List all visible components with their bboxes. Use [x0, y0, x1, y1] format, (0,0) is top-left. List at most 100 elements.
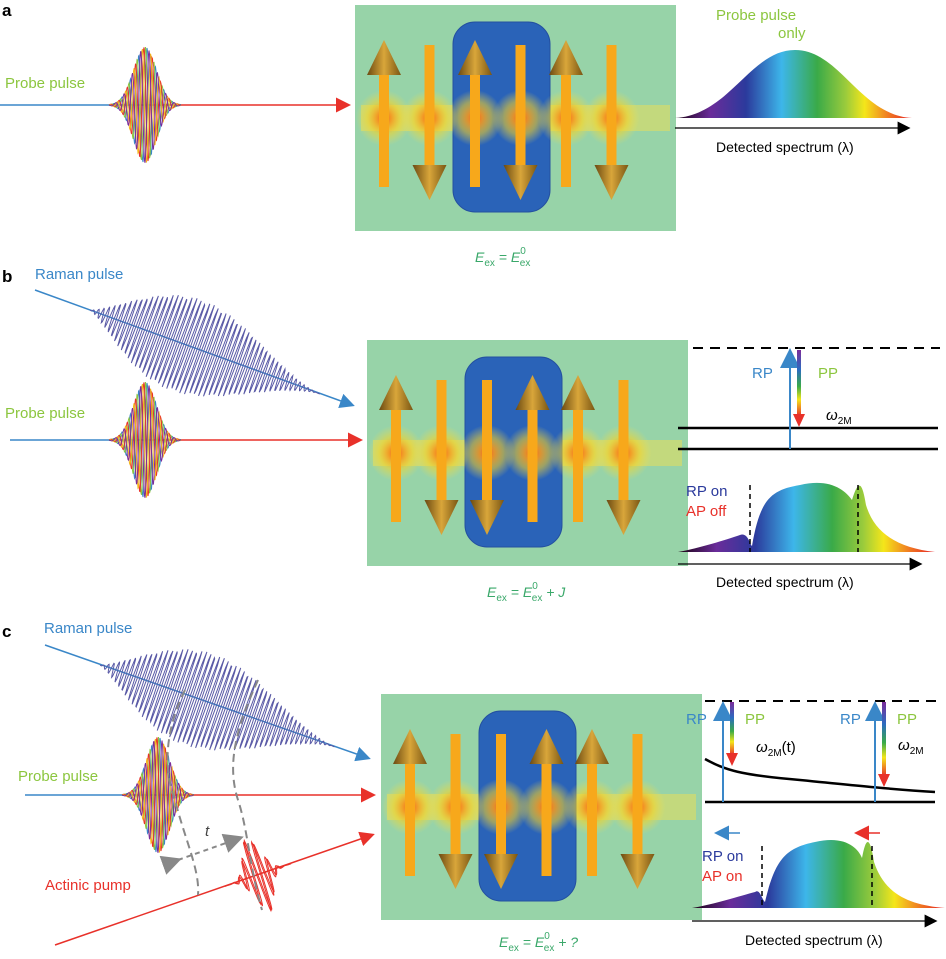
panel-letter: c: [2, 622, 11, 641]
panel-c: c Raman pulse Probe pulse Actinic pump t…: [2, 620, 945, 954]
spin-down-arrowhead-icon: [438, 854, 473, 889]
rp-on-label: RP on: [702, 848, 743, 865]
spectrum-axis-label: Detected spectrum (λ): [716, 139, 854, 155]
probe-pulse-waveform: [108, 382, 182, 498]
sample-lattice: [381, 694, 702, 920]
raman-wave: [89, 295, 321, 397]
pump-wave: [224, 838, 292, 912]
spectrum-label: Probe pulse: [716, 7, 796, 24]
pp-arrowhead: [726, 753, 738, 766]
probe-wave-component: [121, 737, 195, 852]
pump-beam: [54, 831, 375, 946]
rp-label: RP: [686, 711, 707, 728]
spin-down-shaft: [482, 380, 492, 510]
spin-up-arrowhead-icon: [379, 375, 413, 410]
pp-arrowhead: [793, 414, 805, 427]
spin-up-arrowhead-icon: [575, 729, 609, 764]
spin-down-shaft: [632, 734, 643, 864]
ap-on-label: AP on: [702, 868, 743, 885]
spin-down-shaft: [450, 734, 461, 864]
panel-a: a Probe pulse Eex = E0 ex Probe pulse onl…: [0, 1, 912, 269]
spin-down-arrowhead-icon: [424, 500, 459, 535]
pp-label: PP: [818, 365, 838, 382]
raman-spectrum: [678, 482, 935, 552]
omega-2m-label: ω2M: [898, 737, 924, 757]
spin-up-arrowhead-icon: [367, 40, 401, 75]
probe-pulse-waveform: [108, 47, 182, 163]
raman-wave: [99, 649, 335, 751]
rp-on-label: RP on: [686, 483, 727, 500]
ap-off-label: AP off: [686, 503, 727, 520]
spectrum-axis-label: Detected spectrum (λ): [745, 932, 883, 948]
raman-spectrum-pumped: [692, 840, 945, 908]
raman-pulse-waveform: [99, 649, 335, 751]
pp-arrow-early: [730, 702, 734, 755]
probe-pulse-label: Probe pulse: [18, 768, 98, 785]
spin-up-shaft: [527, 392, 538, 522]
spin-down-shaft: [515, 45, 526, 175]
raman-beam: [44, 644, 371, 762]
panel-letter: b: [2, 267, 12, 286]
spin-up-arrowhead-icon: [549, 40, 583, 75]
raman-pulse-waveform: [89, 295, 321, 397]
spin-down-shaft: [618, 380, 629, 510]
probe-wave-component: [108, 50, 182, 163]
spin-up-shaft: [561, 57, 571, 187]
probe-wave-component: [121, 740, 195, 853]
raman-timing-line: [232, 679, 263, 911]
spin-down-arrowhead-icon: [620, 854, 655, 889]
spin-down-arrowhead-icon: [606, 500, 641, 535]
spin-down-shaft: [436, 380, 447, 510]
probe-wave-component: [109, 48, 182, 163]
spectrum-label-2: only: [778, 25, 806, 42]
spin-down-shaft: [606, 45, 617, 175]
omega-2m-label: ω2M: [826, 407, 852, 427]
spin-up-arrowhead-icon: [458, 40, 492, 75]
probe-wave-component: [108, 385, 182, 498]
rp-label: RP: [752, 365, 773, 382]
probe-wave-component: [109, 383, 182, 498]
pp-label: PP: [897, 711, 917, 728]
actinic-pump-waveform: [224, 838, 292, 913]
sample-lattice: [367, 340, 688, 566]
spin-up-arrowhead-icon: [561, 375, 595, 410]
pp-arrow: [797, 350, 801, 416]
rp-label: RP: [840, 711, 861, 728]
raman-beam: [34, 289, 355, 408]
pump-wave: [224, 840, 292, 913]
sample-lattice: [355, 5, 676, 231]
spectrum-axis-label: Detected spectrum (λ): [716, 574, 854, 590]
probe-pulse-waveform: [121, 737, 195, 853]
delay-label: t: [205, 823, 210, 840]
spin-up-shaft: [470, 57, 480, 187]
spin-down-arrowhead-icon: [503, 165, 538, 200]
spin-down-arrowhead-icon: [484, 854, 518, 889]
raman-pulse-label: Raman pulse: [35, 266, 123, 283]
exchange-energy-equation: Eex = E0 ex: [475, 246, 530, 269]
spin-up-shaft: [573, 392, 583, 522]
spin-down-shaft: [496, 734, 506, 864]
probe-spectrum: [675, 50, 912, 118]
exchange-energy-equation: Eex = E0 ex + J: [487, 581, 566, 604]
panel-b: b Raman pulse Probe pulse Eex = E0 ex + J…: [2, 266, 940, 604]
probe-wave-component: [108, 47, 182, 162]
delay-arrow: [159, 833, 244, 875]
probe-wave-component: [122, 738, 195, 853]
spin-up-shaft: [391, 392, 401, 522]
probe-pulse-label: Probe pulse: [5, 405, 85, 422]
spin-down-arrowhead-icon: [412, 165, 447, 200]
pp-arrow-late: [882, 702, 886, 776]
two-magnon-level-curve: [704, 757, 936, 794]
probe-pulse-label: Probe pulse: [5, 75, 85, 92]
panel-letter: a: [2, 1, 12, 20]
spin-up-shaft: [405, 746, 415, 876]
spin-up-shaft: [379, 57, 389, 187]
spin-up-shaft: [587, 746, 597, 876]
raman-pulse-label: Raman pulse: [44, 620, 132, 637]
spin-up-arrowhead-icon: [529, 729, 564, 764]
probe-wave-component: [108, 382, 182, 497]
spin-up-shaft: [541, 746, 552, 876]
spin-up-arrowhead-icon: [515, 375, 550, 410]
spin-down-arrowhead-icon: [594, 165, 629, 200]
